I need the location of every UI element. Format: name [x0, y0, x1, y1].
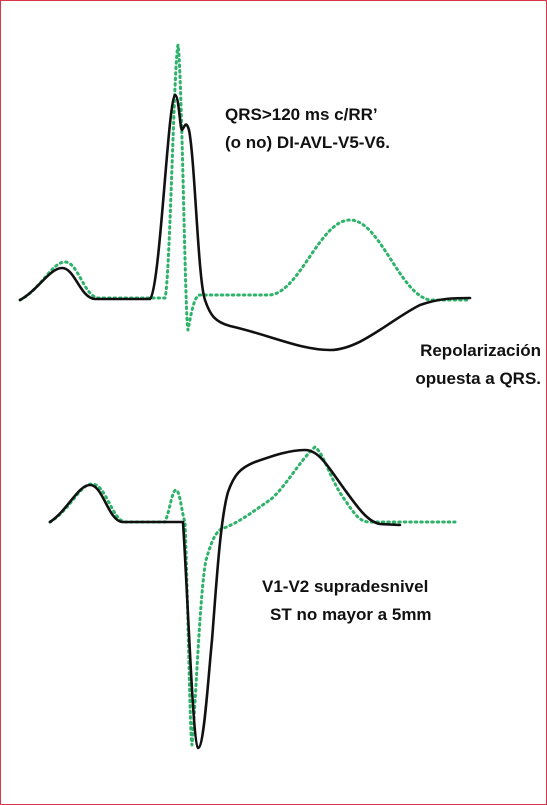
black-trace-top	[18, 93, 472, 352]
annotation-line: QRS>120 ms c/RR’	[225, 105, 378, 124]
annotation-line: opuesta a QRS.	[415, 369, 541, 388]
black-trace-bottom	[48, 448, 402, 750]
annotation-line: Repolarización	[420, 341, 541, 360]
annotation-line: ST no mayor a 5mm	[270, 605, 432, 624]
annotation-line: (o no) DI-AVL-V5-V6.	[225, 133, 390, 152]
annotation-line: V1-V2 supradesnivel	[262, 577, 428, 596]
green-trace-top	[18, 43, 472, 332]
